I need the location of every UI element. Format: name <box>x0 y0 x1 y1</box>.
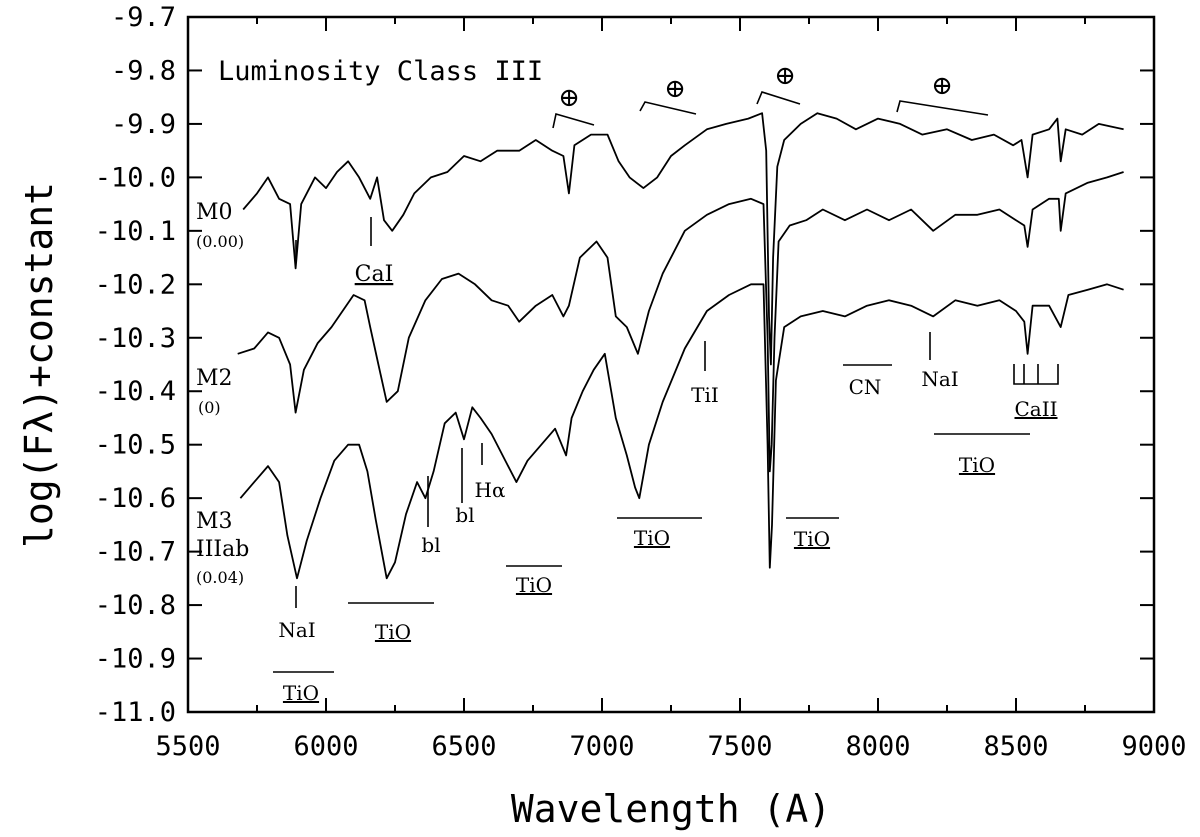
y-tick-label: -10.2 <box>95 269 176 300</box>
series-sublabel: (0.00) <box>196 232 244 251</box>
x-tick-label: 8000 <box>845 731 910 762</box>
telluric-bracket <box>756 91 801 105</box>
feature-label: TiO <box>375 620 411 644</box>
feature-label: bl <box>455 503 474 527</box>
feature-label: CN <box>849 375 882 399</box>
y-tick-label: -10.9 <box>95 644 176 675</box>
series-layer <box>237 112 1124 580</box>
y-axis-title: log(Fλ)+constant <box>17 182 61 548</box>
spectrum-line-m2 <box>237 171 1124 473</box>
x-tick-label: 8500 <box>983 731 1048 762</box>
y-tick-label: -10.7 <box>95 537 176 568</box>
feature-label: TiO <box>283 681 319 705</box>
series-sublabel: (0.04) <box>196 568 244 587</box>
series-label: M0 <box>196 200 233 225</box>
y-tick-label: -10.3 <box>95 323 176 354</box>
x-tick-label: 7500 <box>707 731 772 762</box>
telluric-symbol: ⊕ <box>774 61 796 91</box>
telluric-symbol: ⊕ <box>931 71 953 101</box>
feature-label: TiO <box>794 527 830 551</box>
feature-label: CaI <box>355 262 394 287</box>
axis-ticks: 5500 6000 6500 7000 7500 8000 8500 9000 -9.7 -9.8… <box>95 2 1187 762</box>
chart-title: Luminosity Class III <box>218 56 543 87</box>
feature-label: TiI <box>691 383 719 407</box>
series-label: IIIab <box>196 537 249 562</box>
feature-label: TiO <box>516 573 552 597</box>
plot-frame <box>186 15 1156 714</box>
x-tick-label: 9000 <box>1121 731 1186 762</box>
y-tick-label: -10.8 <box>95 590 176 621</box>
series-label: M3 <box>196 509 233 534</box>
y-tick-label: -9.8 <box>111 55 176 86</box>
y-tick-label: -10.5 <box>95 430 176 461</box>
x-tick-label: 5500 <box>155 731 220 762</box>
series-label: M2 <box>196 366 233 391</box>
feature-label: CaII <box>1014 397 1057 421</box>
y-tick-label: -10.0 <box>95 162 176 193</box>
series-sublabel: (0) <box>198 398 221 417</box>
x-tick-label: 6000 <box>293 731 358 762</box>
y-tick-label: -11.0 <box>95 697 176 728</box>
caii-triplet-bracket <box>1013 364 1059 385</box>
y-tick-label: -9.7 <box>111 2 176 33</box>
telluric-symbol: ⊕ <box>664 74 686 104</box>
feature-label: TiO <box>959 453 995 477</box>
y-tick-label: -9.9 <box>111 109 176 140</box>
feature-label: NaI <box>278 618 315 642</box>
feature-label: Hα <box>475 478 506 502</box>
telluric-bracket <box>552 112 595 129</box>
spectrum-line-m0 <box>242 112 1124 366</box>
feature-label: TiO <box>634 526 670 550</box>
spectrum-line-m3 <box>239 283 1124 580</box>
telluric-symbol: ⊕ <box>558 83 580 113</box>
y-tick-label: -10.6 <box>95 483 176 514</box>
telluric-bracket <box>639 101 697 115</box>
feature-label: NaI <box>921 367 958 391</box>
y-tick-label: -10.1 <box>95 216 176 247</box>
x-tick-label: 6500 <box>431 731 496 762</box>
feature-label: bl <box>421 533 440 557</box>
feature-marks <box>273 91 1059 673</box>
annotation-labels: M0 (0.00) M2 (0) M3 IIIab (0.04) CaI TiI CN NaI CaI… <box>196 61 1058 705</box>
telluric-bracket <box>896 100 989 116</box>
x-tick-label: 7000 <box>569 731 634 762</box>
y-tick-label: -10.4 <box>95 376 176 407</box>
x-axis-title: Wavelength (A) <box>511 787 831 831</box>
